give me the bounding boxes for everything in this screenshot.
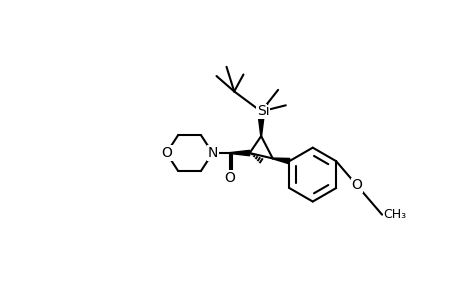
Text: O: O	[224, 171, 235, 185]
Polygon shape	[272, 158, 289, 164]
Text: O: O	[161, 146, 172, 160]
Polygon shape	[229, 150, 249, 156]
Text: CH₃: CH₃	[383, 208, 406, 221]
Text: O: O	[351, 178, 361, 192]
Text: Si: Si	[257, 104, 269, 118]
Text: N: N	[207, 146, 218, 160]
Polygon shape	[257, 112, 264, 136]
